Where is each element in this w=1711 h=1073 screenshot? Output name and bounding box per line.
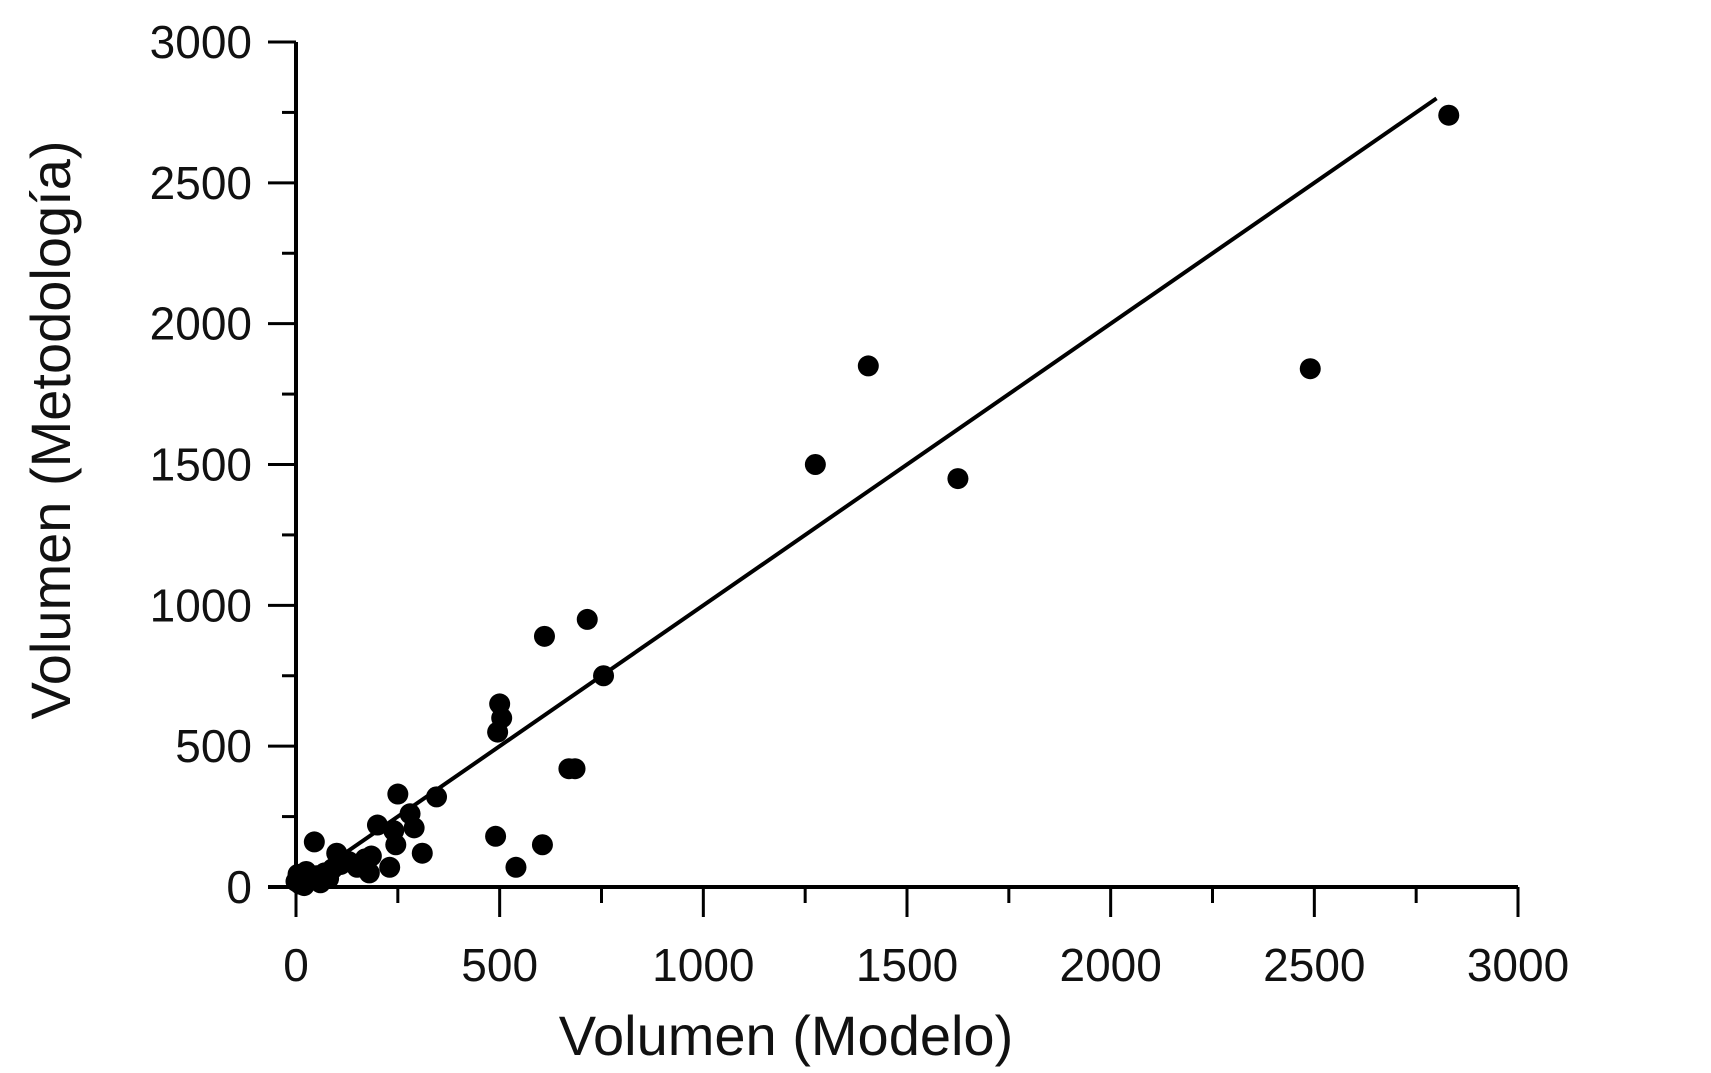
y-axis-title: Volumen (Metodología) bbox=[19, 140, 82, 719]
data-point bbox=[533, 625, 555, 647]
x-tick-label: 1500 bbox=[856, 939, 958, 991]
data-point bbox=[387, 783, 409, 805]
x-axis-title: Volumen (Modelo) bbox=[559, 1004, 1013, 1067]
x-tick-label: 500 bbox=[461, 939, 538, 991]
data-point bbox=[947, 468, 969, 490]
data-point bbox=[366, 814, 388, 836]
y-tick-label: 1000 bbox=[150, 579, 252, 631]
regression-line bbox=[294, 96, 1438, 889]
data-point bbox=[1438, 104, 1460, 126]
data-point bbox=[804, 454, 826, 475]
data-point bbox=[505, 856, 527, 878]
data-point bbox=[426, 786, 448, 808]
y-tick-label: 3000 bbox=[150, 16, 252, 68]
data-point bbox=[593, 665, 615, 687]
x-tick-label: 2000 bbox=[1059, 939, 1161, 991]
data-point bbox=[576, 608, 598, 630]
y-tick-label: 2500 bbox=[150, 157, 252, 209]
data-point bbox=[385, 834, 407, 856]
y-tick-label: 1500 bbox=[150, 439, 252, 491]
data-point bbox=[358, 862, 380, 884]
data-point bbox=[379, 856, 401, 878]
x-axis: 0 500 1000 1500 2000 2500 3000 bbox=[268, 885, 1569, 991]
data-point bbox=[531, 834, 553, 856]
x-tick-label: 0 bbox=[283, 939, 309, 991]
data-point bbox=[411, 842, 433, 864]
y-axis: 0 500 1000 1500 2000 2500 3000 bbox=[150, 16, 298, 913]
data-point bbox=[485, 825, 507, 847]
data-point bbox=[360, 845, 382, 867]
data-point bbox=[1299, 358, 1321, 380]
data-point bbox=[564, 758, 586, 780]
data-point bbox=[857, 355, 879, 377]
y-tick-label: 500 bbox=[175, 720, 252, 772]
y-tick-label: 2000 bbox=[150, 298, 252, 350]
x-tick-label: 1000 bbox=[652, 939, 754, 991]
data-point bbox=[403, 817, 425, 839]
data-point bbox=[491, 707, 513, 729]
data-point bbox=[303, 831, 325, 853]
y-tick-label: 0 bbox=[226, 861, 252, 913]
data-points bbox=[285, 104, 1460, 897]
x-tick-label: 3000 bbox=[1467, 939, 1569, 991]
x-tick-label: 2500 bbox=[1263, 939, 1365, 991]
